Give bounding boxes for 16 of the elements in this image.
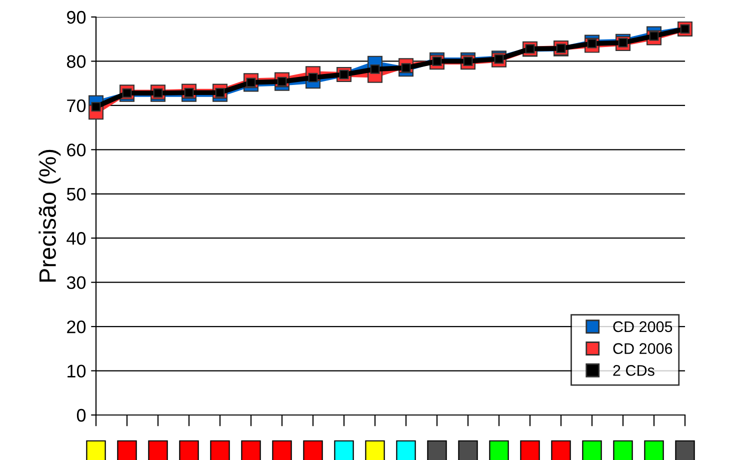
- y-axis-title: Precisão (%): [38, 150, 61, 282]
- y-tick-label: 90: [67, 10, 86, 24]
- y-tick-label: 40: [66, 232, 86, 245]
- y-tick-label: 70: [67, 99, 86, 112]
- point: [91, 102, 101, 112]
- y-tick-label: 20: [67, 320, 86, 334]
- y-tick-label: 60: [67, 144, 86, 156]
- legend-label: 2 CDs: [613, 365, 654, 376]
- legend-label: CD 2006: [613, 343, 672, 354]
- y-tick-label: 0: [76, 408, 86, 422]
- y-tick-label: 10: [68, 364, 86, 378]
- y-tick-label: 80: [66, 55, 86, 68]
- point: [370, 64, 380, 74]
- legend-label: CD 2005: [613, 321, 672, 332]
- y-tick-label: 30: [66, 276, 86, 290]
- y-tick-label: 50: [66, 188, 86, 201]
